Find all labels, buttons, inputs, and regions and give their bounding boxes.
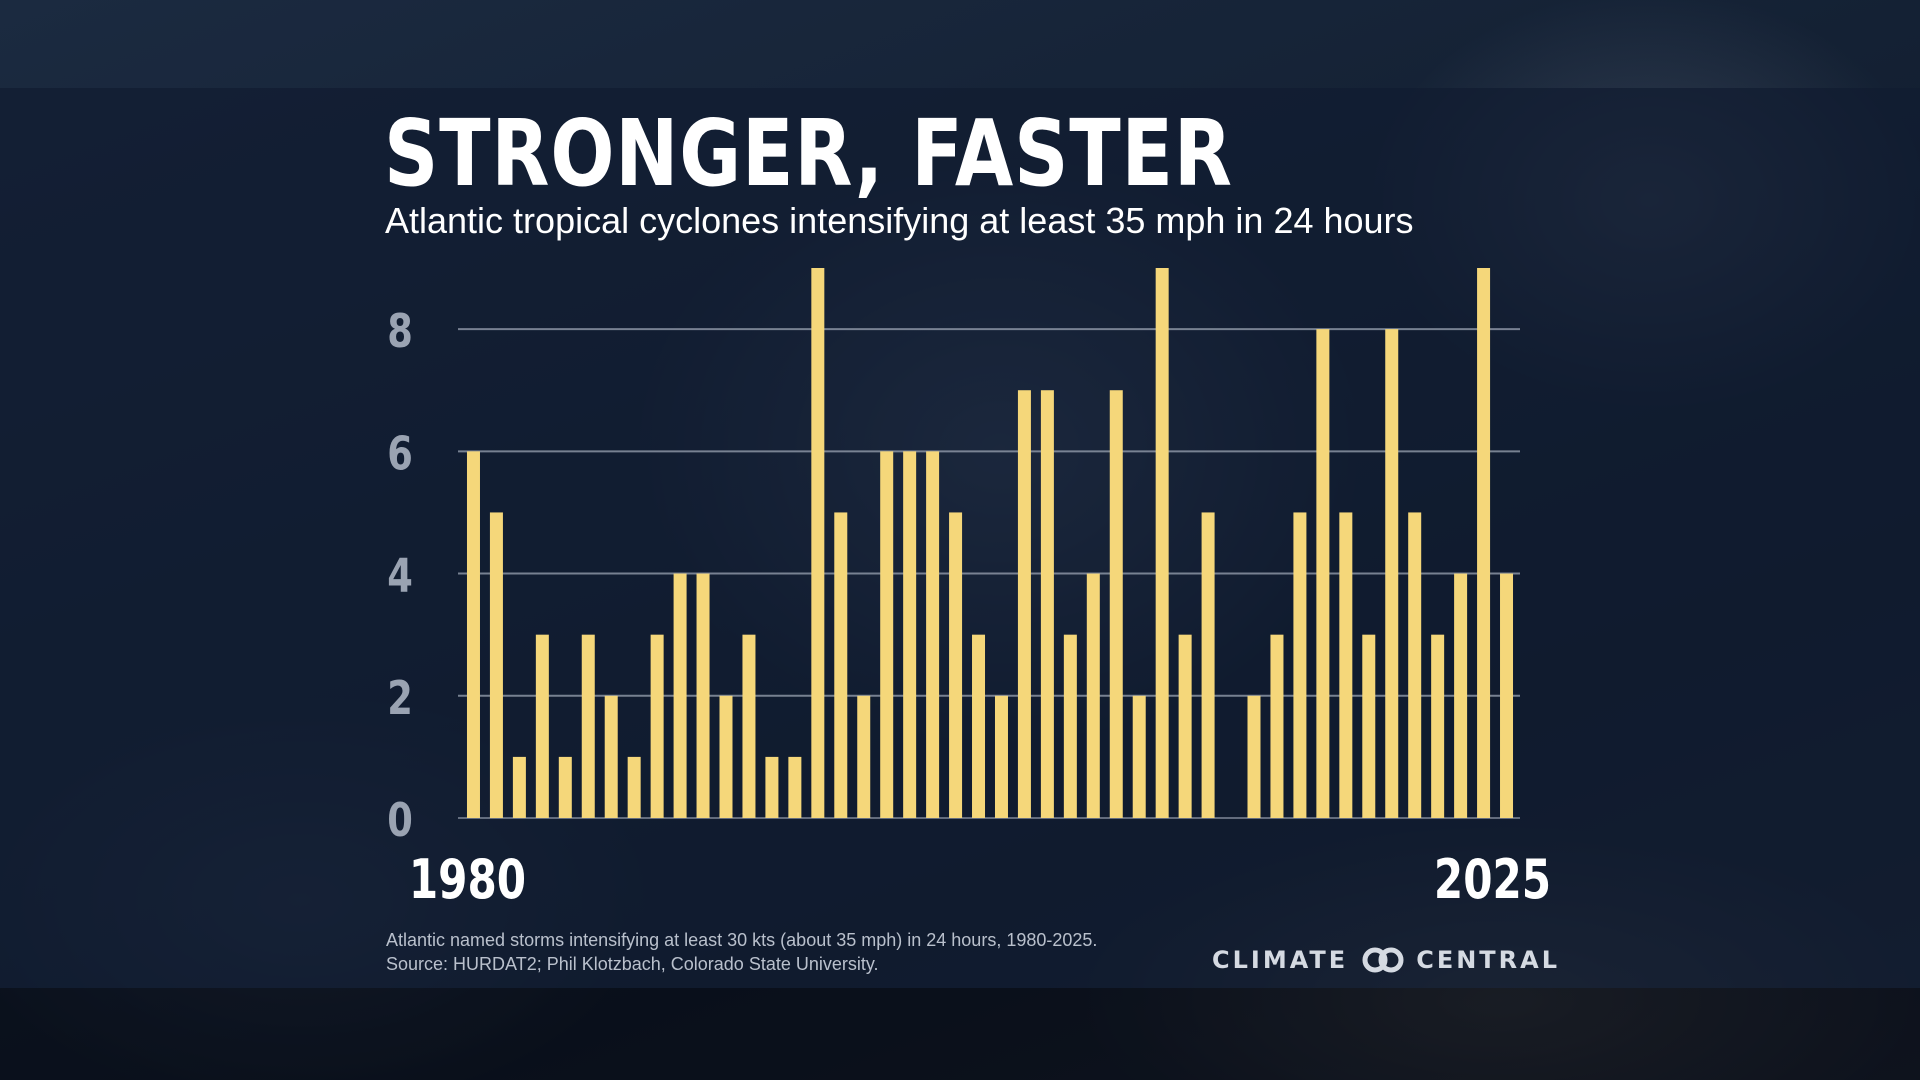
bar-2006 [1063,634,1077,818]
bar-2022 [1431,634,1445,818]
bar-2021 [1408,512,1422,818]
bar-2025 [1500,573,1514,818]
bar-2019 [1362,634,1376,818]
x-axis-ticks: 1980 2025 [409,849,1551,911]
bar-2002 [972,634,986,818]
bar-1996 [834,512,848,818]
bar-2005 [1040,390,1054,818]
bar-2012 [1201,512,1215,818]
bar-2009 [1132,695,1146,818]
bar-1989 [673,573,687,818]
bar-1981 [489,512,503,818]
bar-2010 [1155,268,1169,818]
bar-2020 [1385,329,1399,818]
bars [466,268,1514,818]
bar-1990 [696,573,710,818]
logo-text-left: CLIMATE [1212,946,1349,974]
bar-2003 [994,695,1008,818]
bottom-strip [0,988,1920,1080]
chart-title: STRONGER, FASTER [384,100,1233,207]
x-tick-label-1980: 1980 [409,849,526,911]
bar-2004 [1017,390,1031,818]
bar-1985 [581,634,595,818]
footnote: Atlantic named storms intensifying at le… [386,928,1097,976]
bar-2016 [1293,512,1307,818]
bar-1984 [558,756,572,818]
bar-2008 [1109,390,1123,818]
bar-1980 [466,451,480,818]
bar-2015 [1270,634,1284,818]
bar-2018 [1339,512,1353,818]
bar-1997 [857,695,871,818]
bar-1983 [535,634,549,818]
y-tick-label-6: 6 [387,426,413,480]
bar-2014 [1247,695,1261,818]
y-tick-label-4: 4 [387,548,413,602]
bar-1991 [719,695,733,818]
bar-1993 [765,756,779,818]
bar-2024 [1477,268,1491,818]
bar-1982 [512,756,526,818]
logo-text-right: CENTRAL [1416,946,1561,974]
bar-2011 [1178,634,1192,818]
footnote-description: Atlantic named storms intensifying at le… [386,930,1098,950]
x-tick-label-2025: 2025 [1434,849,1551,911]
bar-1987 [627,756,641,818]
bar-1988 [650,634,664,818]
bar-2000 [926,451,940,818]
bar-2023 [1454,573,1468,818]
bar-1986 [604,695,618,818]
climate-central-logo: CLIMATE CENTRAL [1212,946,1560,974]
y-tick-label-2: 2 [387,671,413,725]
bar-1994 [788,756,802,818]
bar-1995 [811,268,825,818]
bar-2007 [1086,573,1100,818]
y-tick-label-0: 0 [387,793,413,847]
footnote-source: Source: HURDAT2; Phil Klotzbach, Colorad… [386,954,879,974]
bar-2001 [949,512,963,818]
bar-1999 [903,451,917,818]
bar-2017 [1316,329,1330,818]
interlocking-rings-icon [1362,947,1404,973]
y-axis-ticks: 0 2 4 6 8 [387,304,413,847]
bar-1992 [742,634,756,818]
chart-subtitle: Atlantic tropical cyclones intensifying … [385,200,1414,241]
y-tick-label-8: 8 [387,304,413,358]
bar-1998 [880,451,894,818]
